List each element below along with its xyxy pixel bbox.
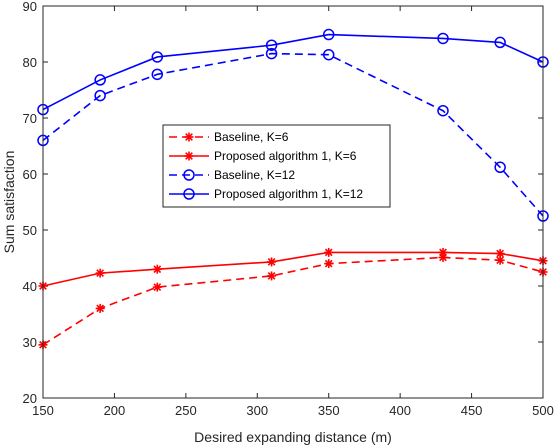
x-tick-label: 350 — [318, 403, 340, 418]
x-tick-label: 300 — [246, 403, 268, 418]
legend-label: Baseline, K=6 — [214, 130, 289, 144]
series-3 — [37, 28, 549, 116]
y-tick-label: 40 — [23, 279, 37, 294]
series-line — [42, 251, 544, 287]
y-tick-label: 50 — [23, 223, 37, 238]
data-point — [495, 249, 505, 259]
data-point — [152, 264, 162, 274]
legend: Baseline, K=6 Proposed algorithm 1, K=6 Ba… — [162, 124, 391, 208]
legend-item: Proposed algorithm 1, K=12 — [169, 187, 363, 201]
y-tick-label: 70 — [23, 111, 37, 126]
data-point — [94, 89, 106, 102]
series-line — [42, 52, 544, 217]
series-1 — [38, 247, 548, 291]
legend-marker — [184, 151, 194, 161]
data-point — [267, 271, 277, 281]
tick-labels: 150 200 250 300 350 400 450 500 20 30 40 50 60 70 80 90 — [23, 0, 554, 418]
data-point — [324, 247, 334, 257]
data-point — [437, 32, 449, 45]
legend-marker — [183, 169, 195, 181]
y-tick-label: 90 — [23, 0, 37, 14]
data-point — [494, 161, 506, 174]
legend-item: Baseline, K=6 — [169, 130, 289, 144]
y-tick-label: 20 — [23, 391, 37, 406]
data-point — [95, 303, 105, 313]
data-point — [151, 51, 164, 63]
legend-item: Baseline, K=12 — [169, 168, 295, 182]
data-point — [265, 47, 278, 60]
data-point — [437, 104, 449, 117]
data-point — [95, 268, 105, 278]
data-point — [265, 39, 278, 51]
x-tick-label: 400 — [389, 403, 411, 418]
data-point — [495, 255, 505, 265]
x-tick-label: 500 — [532, 403, 554, 418]
y-tick-label: 30 — [23, 335, 37, 350]
x-axis-label: Desired expanding distance (m) — [194, 429, 392, 445]
data-point — [494, 36, 506, 49]
data-point — [152, 282, 162, 292]
y-tick-label: 60 — [23, 167, 37, 182]
data-point — [267, 257, 277, 267]
plot-area-frame — [42, 5, 544, 399]
series-layer — [37, 28, 549, 350]
legend-item: Proposed algorithm 1, K=6 — [169, 149, 357, 163]
series-0 — [38, 252, 548, 350]
series-line — [42, 33, 544, 111]
data-point — [94, 74, 106, 86]
x-tick-label: 450 — [461, 403, 483, 418]
y-axis-label: Sum satisfaction — [1, 151, 17, 254]
x-tick-label: 150 — [32, 403, 54, 418]
legend-label: Proposed algorithm 1, K=6 — [214, 149, 357, 163]
data-point — [322, 48, 335, 61]
legend-label: Baseline, K=12 — [214, 168, 295, 182]
legend-label: Proposed algorithm 1, K=12 — [214, 187, 363, 201]
data-point — [322, 28, 335, 41]
x-tick-label: 200 — [104, 403, 126, 418]
data-point — [324, 259, 334, 269]
legend-marker — [183, 188, 195, 200]
series-line — [42, 256, 544, 346]
legend-marker — [184, 132, 194, 142]
data-point — [438, 247, 448, 257]
data-point — [151, 68, 164, 81]
y-tick-label: 80 — [23, 55, 37, 70]
x-tick-label: 250 — [175, 403, 197, 418]
